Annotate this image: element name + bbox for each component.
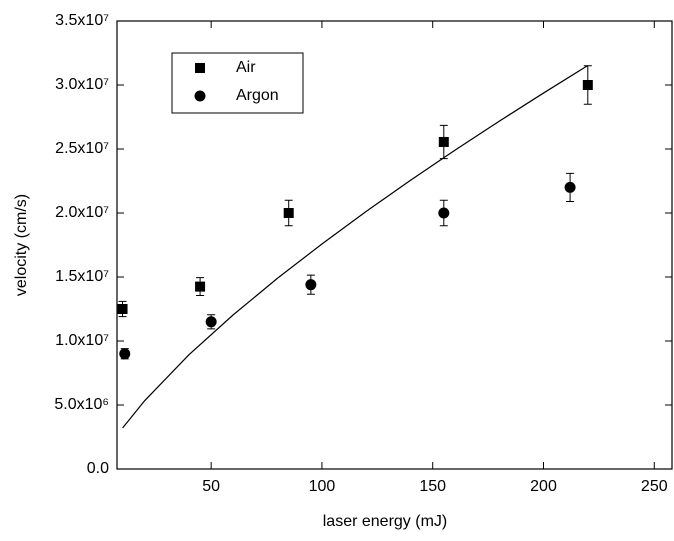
data-point bbox=[582, 80, 593, 90]
plot-frame bbox=[116, 20, 673, 470]
legend-label: Argon bbox=[236, 87, 279, 104]
y-tick-label: 2.5x10⁷ bbox=[55, 140, 109, 157]
legend-label: Air bbox=[236, 59, 256, 76]
data-point bbox=[205, 316, 217, 328]
y-axis-label: velocity (cm/s) bbox=[13, 194, 30, 296]
data-point bbox=[438, 207, 450, 219]
y-tick-label: 3.0x10⁷ bbox=[55, 76, 109, 93]
data-point bbox=[305, 279, 317, 291]
data-point bbox=[117, 304, 128, 314]
y-tick-label: 1.0x10⁷ bbox=[55, 332, 109, 349]
y-tick-label: 3.5x10⁷ bbox=[55, 12, 109, 29]
x-tick-label: 200 bbox=[530, 478, 557, 495]
data-point bbox=[119, 348, 131, 360]
fit-line bbox=[122, 65, 589, 429]
data-point bbox=[564, 181, 576, 193]
y-tick-label: 1.5x10⁷ bbox=[55, 268, 109, 285]
x-tick-label: 150 bbox=[419, 478, 446, 495]
y-tick-label: 5.0x10⁶ bbox=[54, 396, 109, 413]
y-tick-label: 0.0 bbox=[87, 460, 109, 477]
data-point bbox=[283, 208, 294, 218]
data-point bbox=[438, 136, 449, 147]
legend-marker bbox=[194, 90, 206, 102]
x-axis-label: laser energy (mJ) bbox=[323, 513, 447, 530]
legend-box bbox=[171, 52, 304, 114]
legend-marker bbox=[195, 63, 205, 73]
x-tick-label: 250 bbox=[641, 478, 668, 495]
x-tick-label: 100 bbox=[309, 478, 336, 495]
data-point bbox=[195, 281, 206, 292]
x-tick-label: 50 bbox=[202, 478, 220, 495]
y-tick-label: 2.0x10⁷ bbox=[55, 204, 109, 221]
